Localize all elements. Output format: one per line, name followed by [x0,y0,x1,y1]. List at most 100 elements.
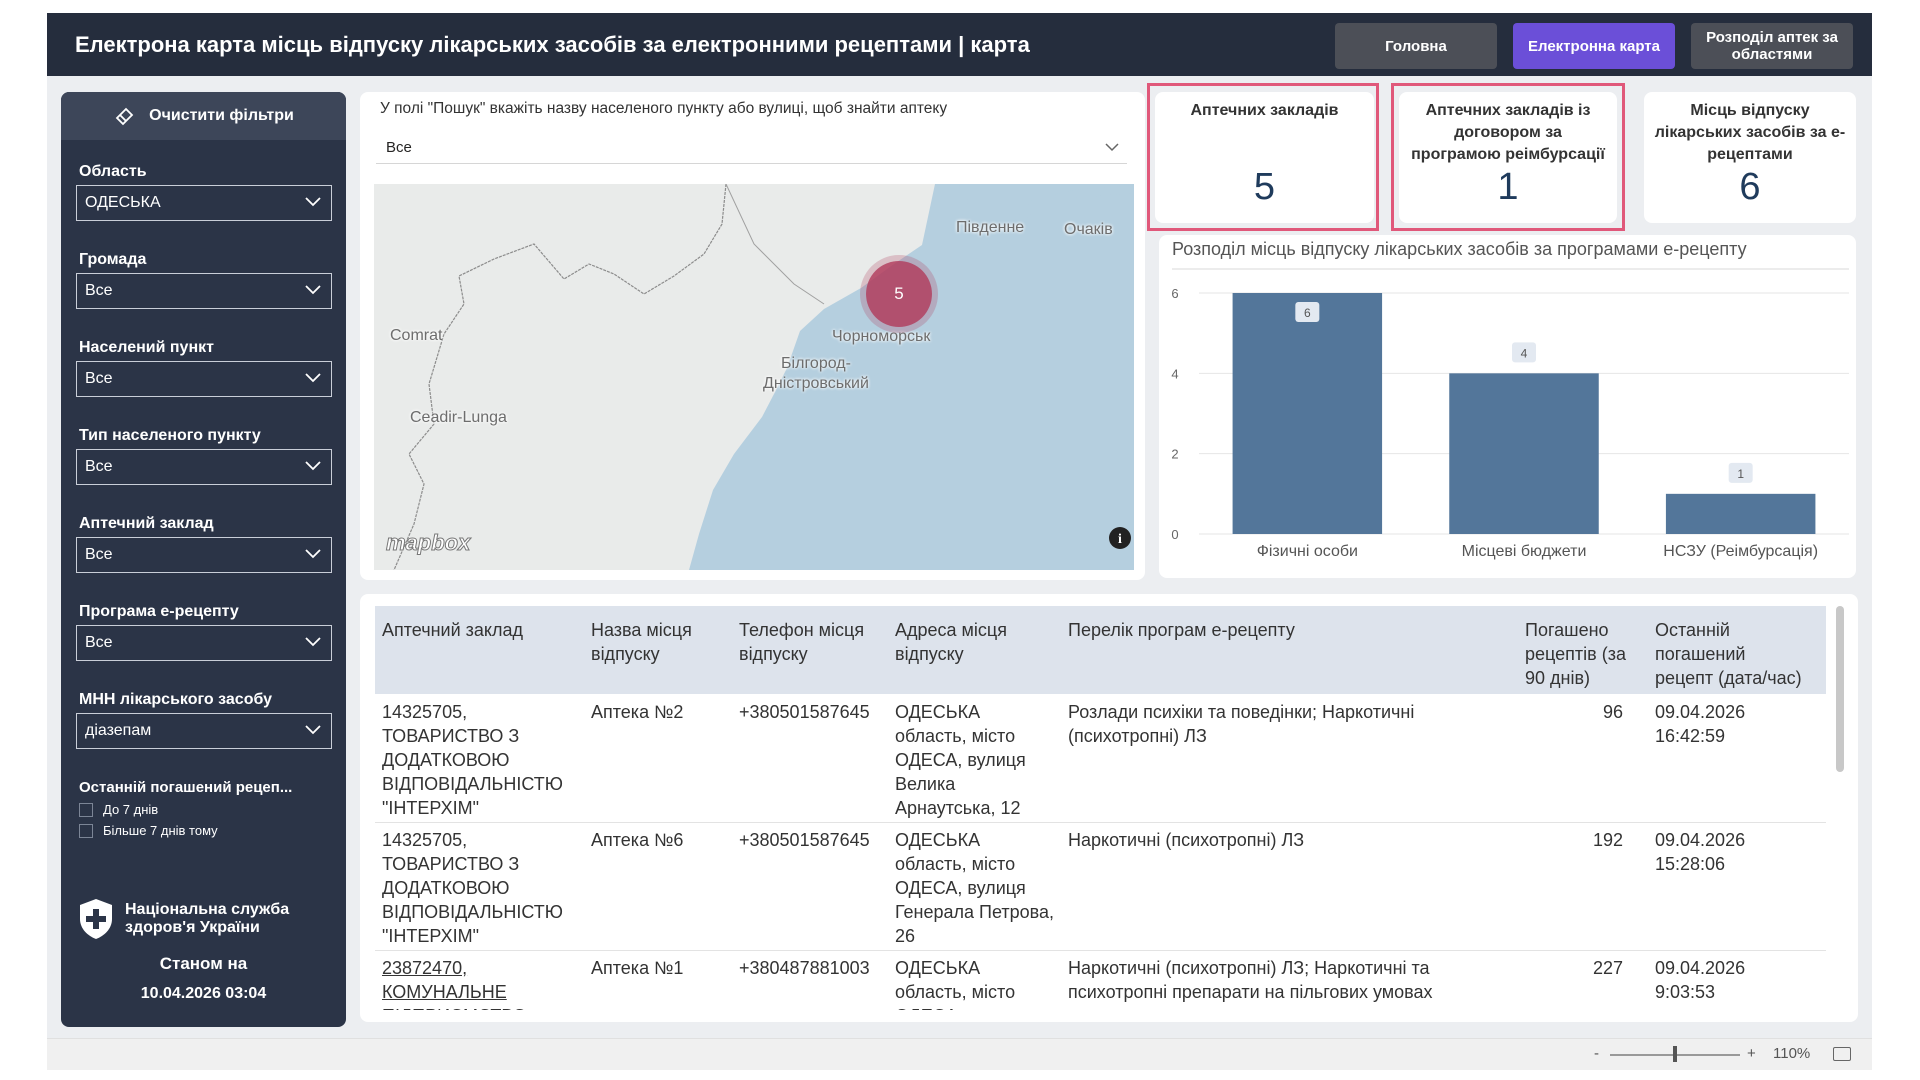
column-header[interactable]: Аптечний заклад [382,620,523,640]
clear-label: Очистити фільтри [149,107,294,124]
data-label: 1 [1737,467,1744,481]
map-label: Очаків [1064,221,1113,238]
filter-value: Все [85,370,113,387]
column-header[interactable]: Адреса місця відпуску [895,620,1007,664]
kpi-value: 5 [1253,166,1276,208]
info-icon[interactable] [1109,527,1131,549]
checkbox-box[interactable] [79,823,93,838]
clear-filters[interactable]: Очистити фільтри [61,92,346,140]
search-dropdown[interactable]: Все [376,132,1127,164]
filter-label: МНН лікарського засобу [79,691,273,708]
map-panel: У полі "Пошук" вкажіть назву населеного … [360,92,1145,580]
filter-dropdown[interactable]: Все [76,449,332,485]
header: Електрона карта місць відпуску лікарськи… [47,13,1872,76]
bar [1665,493,1816,534]
filter-value: діазепам [85,722,152,739]
table-cell: Наркотичні (психотропні) ЛЗ; Наркотичні … [1068,958,1433,1002]
checkbox-label: До 7 днів [103,802,159,817]
chevron [305,725,321,735]
filter-value: Все [85,458,113,475]
filter-dropdown[interactable]: Все [76,625,332,661]
checkbox[interactable]: До 7 днів [79,802,158,817]
table-cell: Аптека №2 [591,702,684,722]
table-cell: ОДЕСЬКА область, місто ОДЕСА [895,958,1016,1010]
column-header[interactable]: Перелік програм е-рецепту [1068,620,1295,640]
map-label: Чорноморськ [832,328,931,345]
filter-label: Населений пункт [79,339,214,356]
y-tick-label: 2 [1171,447,1178,462]
nav-button[interactable]: Електронна карта [1513,23,1675,69]
kpi-value: 6 [1739,166,1761,208]
kpi-card: Аптечних закладів із договором за програ… [1399,92,1617,223]
status-bar: - + 110% [47,1038,1872,1070]
filter-dropdown[interactable]: Все [76,361,332,397]
filter-value: ОДЕСЬКА [85,194,161,211]
kpi-label: Аптечних закладів із договором за програ… [1411,102,1605,163]
table-cell: 192 [1592,830,1623,850]
data-label: 4 [1521,346,1528,360]
filter-value: Все [85,282,113,299]
search-value: Все [386,139,412,156]
bar [1449,373,1599,534]
column-header[interactable]: Назва місця відпуску [591,620,692,664]
table-row[interactable]: 14325705, ТОВАРИСТВО З ДОДАТКОВОЮ ВІДПОВ… [375,694,1826,823]
checkbox[interactable]: Більше 7 днів тому [79,823,218,838]
x-tick-label: Фізичні особи [1257,543,1358,560]
title: Електрона карта місць відпуску лікарськи… [75,32,1030,57]
kpi-label: Аптечних закладів [1190,102,1339,119]
scrollbar[interactable] [1836,606,1844,772]
cluster-marker[interactable]: 5 [866,261,932,327]
table-cell: Розлади психіки та поведінки; Наркотичні… [1068,702,1415,746]
table-cell: 09.04.2026 9:03:53 [1655,958,1746,1002]
table-row[interactable]: 23872470, КОМУНАЛЬНЕ ПІДПРИЄМСТВО Аптека … [375,950,1826,1010]
filter-dropdown[interactable]: ОДЕСЬКА [76,185,332,221]
table-cell: 227 [1592,958,1623,978]
filter-label: Останній погашений рецеп... [79,779,293,796]
column-header[interactable]: Телефон місця відпуску [739,620,865,664]
filter-dropdown[interactable]: Все [76,537,332,573]
search-hint: У полі "Пошук" вкажіть назву населеного … [380,100,948,117]
table-panel: Аптечний заклад Назва місця відпуску Телеф… [360,594,1858,1022]
checkbox-box[interactable] [79,802,93,817]
logo-text: Національна служба здоров'я України [125,901,290,936]
kpi-value: 1 [1497,166,1519,208]
zoom-in[interactable]: + [1747,1045,1756,1062]
fit-page[interactable] [1833,1047,1851,1061]
filter-value: Все [85,634,113,651]
zoom-out[interactable]: - [1594,1045,1599,1062]
column-header[interactable]: Погашено рецептів (за 90 днів) [1525,620,1626,688]
filter-dropdown[interactable]: діазепам [76,713,332,749]
filter-dropdown[interactable]: Все [76,273,332,309]
table-cell: +380487881003 [739,958,870,978]
table-cell: ОДЕСЬКА область, місто ОДЕСА, вулиця Ген… [895,830,1055,946]
map[interactable]: i Південне Очаків Comrat Чорноморськ Біл… [374,184,1134,570]
table-cell: Наркотичні (психотропні) ЛЗ [1068,830,1305,850]
filter-label: Програма е-рецепту [79,603,239,620]
chevron [305,285,321,295]
highlight-box [1147,83,1379,231]
chevron [305,461,321,471]
nav-button[interactable]: Розподіл аптек за областями [1691,23,1853,69]
table-row[interactable]: 14325705, ТОВАРИСТВО З ДОДАТКОВОЮ ВІДПОВ… [375,822,1826,951]
as-of: Станом на [159,954,248,973]
filter-pane: Очистити фільтри Область ОДЕСЬКА Громада Вс… [61,92,346,1027]
x-tick-label: Місцеві бюджети [1462,543,1587,560]
column-header[interactable]: Останній погашений рецепт (дата/час) [1655,620,1802,688]
zoom-thumb[interactable] [1673,1046,1677,1062]
highlight-box [1391,83,1625,231]
filter-value: Все [85,546,113,563]
table-cell: +380501587645 [739,702,870,722]
kpi-card: Місць відпуску лікарських засобів за е-р… [1644,92,1856,223]
bar [1232,293,1383,534]
chart-title: Розподіл місць відпуску лікарських засоб… [1172,239,1747,259]
table-cell: 09.04.2026 16:42:59 [1655,702,1746,746]
table-header: Аптечний заклад Назва місця відпуску Телеф… [375,606,1826,694]
y-tick-label: 6 [1171,286,1178,301]
data-label-box [1512,342,1536,363]
nav-button[interactable]: Головна [1335,23,1497,69]
filter-label: Тип населеного пункту [79,427,261,444]
chevron [305,637,321,647]
map-label: Білгород-Дністровський [763,355,869,392]
logo-icon [80,899,112,939]
